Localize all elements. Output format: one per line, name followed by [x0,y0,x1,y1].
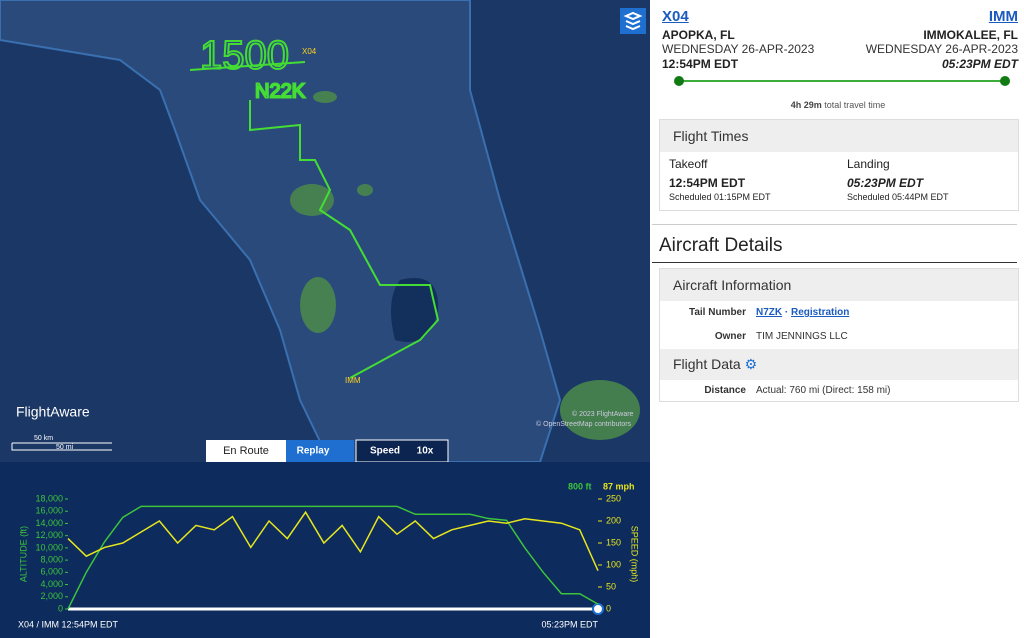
tab-label: 10x [417,446,434,457]
y-tick-label: 18,000 [35,493,63,503]
y2-tick-label: 150 [606,537,621,547]
track-drawing: 1500 [200,34,289,78]
series-line [67,510,599,572]
logo: FlightAware [16,404,90,420]
y-tick-label: 16,000 [35,506,63,516]
origin-city: APOPKA, FL [662,28,735,42]
florida-land [0,0,562,462]
section-title: Flight Times [660,120,1018,152]
destination-time: 05:23PM EDT [941,57,1018,71]
weather [290,91,640,440]
y2-tick-label: 200 [606,515,621,525]
copyright: © 2023 FlightAware [572,410,634,418]
section-heading: Aircraft Details [659,235,783,256]
tab-en-route[interactable] [206,440,286,462]
origin-time: 12:54PM EDT [662,57,739,71]
landing-label: Landing [847,157,890,171]
y-tick-label: 10,000 [35,542,63,552]
section-title: Aircraft Information [660,269,1018,301]
y2-tick-label: 100 [606,559,621,569]
current-altitude: 800 ft [568,481,592,491]
y2-axis-label: SPEED (mph) [630,526,640,583]
tail-link[interactable]: N7ZK [756,307,783,318]
current-position [592,603,604,615]
landing-time: 05:23PM EDT [847,176,924,190]
field-label: Tail Number [688,307,746,318]
chart: 800 ft 87 mph ALTITUDE (ft) SPEED (mph) … [0,462,650,638]
destination-code[interactable]: IMM [988,8,1018,25]
destination-date: WEDNESDAY 26-APR-2023 [865,42,1018,56]
x-tick-label: 05:23PM EDT [541,619,598,629]
y-axis-label: ALTITUDE (ft) [18,526,28,582]
flight-track [189,61,440,379]
tab-label: Speed [370,446,400,457]
takeoff-label: Takeoff [669,157,708,171]
y-tick-label: 14,000 [35,518,63,528]
tab-label: Replay [297,446,330,457]
flight-panel: X04 APOPKA, FL WEDNESDAY 26-APR-2023 12:… [652,0,1024,638]
y-tick-label: 4,000 [40,579,63,589]
distance: Actual: 760 mi (Direct: 158 mi) [756,385,891,396]
section-title: Flight Data [673,356,741,372]
y-tick-label: 2,000 [40,591,63,601]
destination-label: IMM [345,376,361,385]
tab-replay[interactable] [286,440,354,462]
x-tick-label: X04 / IMM 12:54PM EDT [18,619,119,629]
layers-button[interactable] [620,8,646,34]
copyright: © OpenStreetMap contributors [536,420,632,428]
scale-label: 50 km [34,435,53,442]
progress-bar [674,76,1010,86]
track-drawing: N22K [255,80,306,102]
travel-time: 4h 29m total travel time [652,100,1024,110]
origin-code[interactable]: X04 [662,8,689,25]
scale-bar [11,442,112,451]
takeoff-scheduled: Scheduled 01:15PM EDT [669,192,771,202]
lake [391,278,439,342]
y-tick-label: 8,000 [40,554,63,564]
map[interactable]: 1500 N22K X04 IMM FlightAware © 2023 Fli… [0,0,650,462]
series-line [67,505,599,610]
registration-link[interactable]: Registration [791,307,850,318]
landing-scheduled: Scheduled 05:44PM EDT [847,192,949,202]
owner: TIM JENNINGS LLC [756,331,848,342]
field-label: Distance [704,385,746,396]
duration-note: total travel time [824,100,886,110]
destination-city: IMMOKALEE, FL [923,28,1018,42]
y-tick-label: 0 [58,603,63,613]
layers-icon [623,11,643,31]
aircraft-info: Aircraft Information Tail Number N7ZK · … [659,268,1019,402]
tab-speed[interactable] [355,439,449,462]
duration: 4h 29m [790,100,822,110]
y2-tick-label: 250 [606,493,621,503]
takeoff-time: 12:54PM EDT [669,176,746,190]
y-tick-label: 6,000 [40,567,63,577]
flight-times: Flight Times Takeoff 12:54PM EDT Schedul… [659,119,1019,211]
y2-tick-label: 0 [606,603,611,613]
tab-label: En Route [223,445,269,457]
scale-label: 50 mi [56,444,74,451]
current-speed: 87 mph [603,481,635,491]
origin-label: X04 [302,47,317,56]
y-tick-label: 12,000 [35,530,63,540]
y2-tick-label: 50 [606,581,616,591]
origin-date: WEDNESDAY 26-APR-2023 [662,42,815,56]
field-label: Owner [714,331,746,342]
